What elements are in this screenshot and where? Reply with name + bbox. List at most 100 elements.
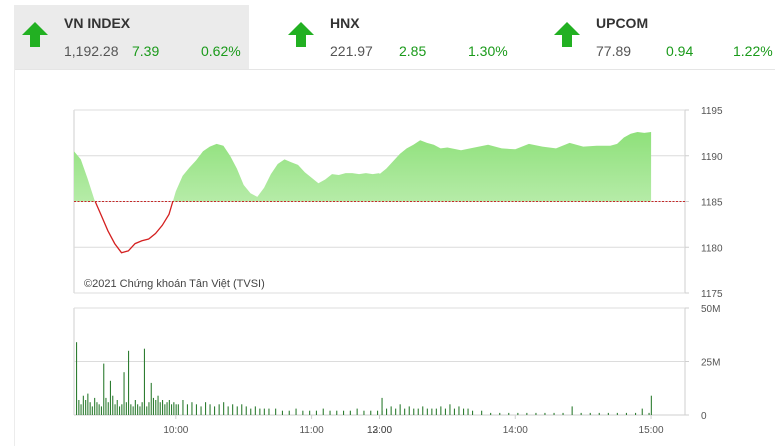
volume-bar: [641, 408, 643, 415]
volume-bar: [363, 410, 365, 415]
volume-bar: [146, 406, 148, 415]
volume-bar: [150, 382, 152, 415]
volume-bar: [205, 402, 207, 415]
volume-bar: [553, 412, 555, 415]
volume-bar: [139, 406, 141, 415]
volume-bar: [386, 408, 388, 415]
ticker-value: 221.97: [330, 43, 373, 59]
volume-bar: [195, 404, 197, 415]
volume-bar: [598, 412, 600, 415]
volume-bar: [162, 400, 164, 415]
volume-bar: [309, 410, 311, 415]
volume-bar: [490, 412, 492, 415]
volume-bar: [453, 408, 455, 415]
volume-bar: [245, 406, 247, 415]
volume-bar: [381, 397, 383, 415]
volume-bar: [152, 397, 154, 415]
volume-bar: [227, 406, 229, 415]
volume-bar: [449, 404, 451, 415]
up-arrow-icon: [554, 22, 580, 47]
volume-bar: [214, 406, 216, 415]
volume-bar: [159, 402, 161, 415]
volume-bar: [650, 395, 652, 415]
ticker-hnx[interactable]: HNX 221.97 2.85 1.30%: [280, 5, 530, 69]
ticker-name: UPCOM: [596, 15, 649, 31]
header-divider: [14, 69, 775, 70]
volume-tick-label: 0: [701, 411, 707, 422]
volume-bar: [164, 404, 166, 415]
price-tick-label: 1195: [701, 106, 723, 117]
volume-bar: [130, 404, 132, 415]
volume-bar: [408, 406, 410, 415]
panel-border: [14, 69, 15, 446]
volume-bar: [295, 408, 297, 415]
volume-bar: [91, 406, 93, 415]
volume-bar: [107, 402, 109, 415]
volume-bar: [417, 408, 419, 415]
volume-plot-frame: [73, 307, 686, 416]
volume-bar: [241, 404, 243, 415]
time-tick-label: 10:00: [163, 425, 188, 436]
volume-bar: [121, 404, 123, 415]
volume-bar: [426, 408, 428, 415]
volume-bar: [422, 406, 424, 415]
volume-bar: [440, 406, 442, 415]
volume-bar: [218, 404, 220, 415]
volume-bar: [467, 408, 469, 415]
ticker-vn-index[interactable]: VN INDEX 1,192.28 7.39 0.62%: [14, 5, 249, 69]
volume-bar: [281, 410, 283, 415]
volume-bar: [82, 395, 84, 415]
index-ticker-bar: VN INDEX 1,192.28 7.39 0.62% HNX 221.97 …: [0, 0, 775, 70]
volume-bar: [76, 342, 78, 415]
volume-bar: [288, 410, 290, 415]
volume-bar: [370, 410, 372, 415]
volume-bar: [94, 397, 96, 415]
volume-bar: [85, 400, 87, 415]
volume-bar: [141, 402, 143, 415]
ticker-change: 2.85: [399, 43, 427, 59]
volume-bar: [580, 412, 582, 415]
volume-bar: [635, 412, 637, 415]
volume-bar: [343, 410, 345, 415]
volume-bar: [315, 410, 317, 415]
volume-bar: [125, 402, 127, 415]
ticker-change: 0.94: [666, 43, 694, 59]
volume-bar: [431, 408, 433, 415]
volume-bar: [250, 408, 252, 415]
volume-bar: [132, 406, 134, 415]
volume-bar: [349, 410, 351, 415]
volume-bar: [390, 406, 392, 415]
volume-bar: [254, 406, 256, 415]
volume-bar: [191, 402, 193, 415]
price-tick-label: 1175: [701, 289, 723, 300]
volume-bar: [173, 402, 175, 415]
volume-bar: [143, 348, 145, 415]
ticker-upcom[interactable]: UPCOM 77.89 0.94 1.22%: [546, 5, 775, 69]
volume-bar: [103, 363, 105, 415]
volume-bar: [166, 402, 168, 415]
time-tick-label: 13:00: [367, 425, 392, 436]
price-line-below-reference: [94, 201, 174, 254]
volume-bar: [544, 412, 546, 415]
volume-tick-label: 50M: [701, 304, 720, 315]
price-tick-label: 1190: [701, 152, 723, 163]
ticker-name: HNX: [330, 15, 360, 31]
volume-bar: [100, 406, 102, 415]
volume-bar: [96, 402, 98, 415]
ticker-percent: 1.22%: [733, 43, 773, 59]
volume-bar: [123, 372, 125, 415]
volume-bar: [571, 406, 573, 415]
volume-bar: [155, 400, 157, 415]
ticker-value: 1,192.28: [64, 43, 119, 59]
price-area: [74, 132, 652, 202]
ticker-percent: 0.62%: [201, 43, 241, 59]
volume-bar: [526, 412, 528, 415]
volume-bar: [589, 412, 591, 415]
volume-bar: [275, 408, 277, 415]
volume-bar: [232, 404, 234, 415]
volume-bar: [87, 393, 89, 415]
time-tick-label: 14:00: [503, 425, 528, 436]
time-tick-label: 12:00: [367, 425, 392, 436]
